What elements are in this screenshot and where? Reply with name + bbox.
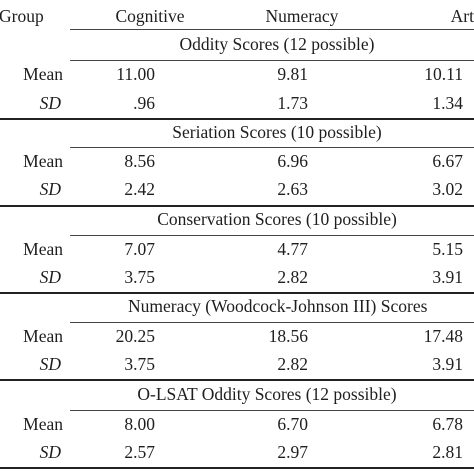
cell-sd-cognitive: 3.75 [124,267,155,287]
cell-mean-art: 6.78 [432,414,463,434]
cell-sd-art: 3.02 [432,179,463,199]
cell-sd-art: 1.34 [432,93,463,113]
cell-mean-cognitive: 20.25 [115,326,155,346]
row-label-sd: SD [39,354,61,374]
row-label-mean: Mean [23,239,63,259]
cell-mean-cognitive: 8.00 [124,414,155,434]
section-title: Conservation Scores (10 possible) [157,209,397,229]
row-label-mean: Mean [23,64,63,84]
table-bottom-rule [0,467,474,469]
section-title: Oddity Scores (12 possible) [179,34,375,54]
cell-sd-cognitive: .96 [133,93,155,113]
cell-mean-art: 10.11 [424,64,463,84]
cell-mean-numeracy: 9.81 [277,64,308,84]
section-title: Seriation Scores (10 possible) [172,122,382,142]
section-divider [0,118,474,120]
row-label-sd: SD [39,93,61,113]
cell-sd-cognitive: 2.57 [124,442,155,462]
header-art: Art [450,6,474,26]
cell-mean-numeracy: 6.70 [277,414,308,434]
header-rule [70,29,474,30]
row-label-mean: Mean [23,151,63,171]
cell-sd-numeracy: 2.97 [277,442,308,462]
section-rule [70,410,474,411]
cell-sd-cognitive: 3.75 [124,354,155,374]
cell-mean-numeracy: 4.77 [277,239,308,259]
row-label-sd: SD [39,179,61,199]
row-label-sd: SD [39,442,61,462]
cell-sd-numeracy: 2.82 [277,267,308,287]
header-cognitive: Cognitive [115,6,185,26]
cell-mean-cognitive: 8.56 [124,151,155,171]
cell-mean-art: 6.67 [432,151,463,171]
cell-sd-numeracy: 2.63 [277,179,308,199]
header-numeracy: Numeracy [265,6,339,26]
row-label-mean: Mean [23,414,63,434]
cell-sd-art: 2.81 [432,442,463,462]
section-rule [70,60,474,61]
cell-mean-art: 5.15 [432,239,463,259]
section-title: Numeracy (Woodcock-Johnson III) Scores [128,296,428,316]
section-rule [70,235,474,236]
section-divider [0,205,474,207]
cell-mean-cognitive: 7.07 [124,239,155,259]
cell-mean-numeracy: 18.56 [268,326,308,346]
cell-sd-art: 3.91 [432,354,463,374]
header-group: Group [0,6,44,26]
section-divider [0,292,474,294]
cell-sd-numeracy: 2.82 [277,354,308,374]
row-label-mean: Mean [23,326,63,346]
cell-sd-numeracy: 1.73 [277,93,308,113]
cell-sd-cognitive: 2.42 [124,179,155,199]
cell-mean-art: 17.48 [423,326,463,346]
section-divider [0,379,474,381]
section-title: O-LSAT Oddity Scores (12 possible) [137,384,397,404]
section-rule [70,147,474,148]
section-rule [70,322,474,323]
cell-sd-art: 3.91 [432,267,463,287]
cell-mean-numeracy: 6.96 [277,151,308,171]
row-label-sd: SD [39,267,61,287]
cell-mean-cognitive: 11.00 [116,64,155,84]
